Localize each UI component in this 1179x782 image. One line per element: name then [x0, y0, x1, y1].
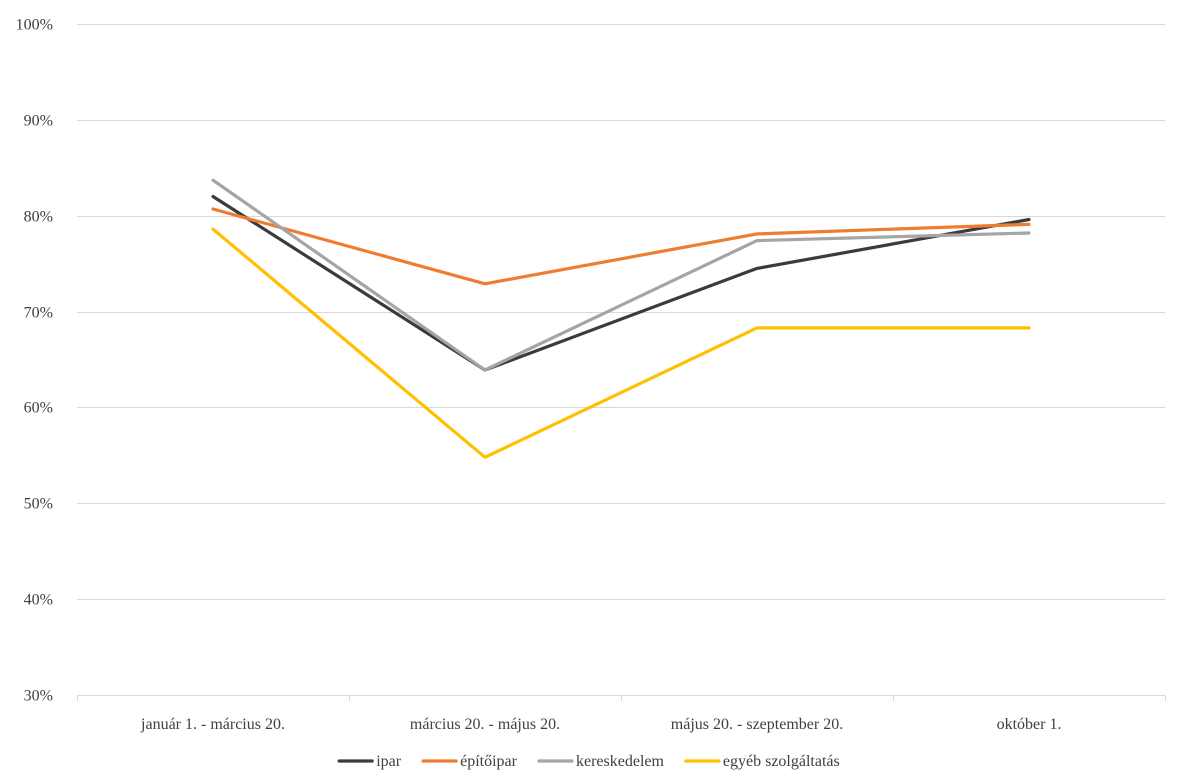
series-line: [211, 194, 1031, 372]
legend-label: kereskedelem: [576, 753, 665, 770]
legend-label: ipar: [376, 753, 402, 770]
legend-item: egyéb szolgáltatás: [684, 753, 840, 770]
x-tick-label: október 1.: [997, 716, 1062, 733]
y-tick-label: 70%: [24, 305, 53, 322]
legend: ipar építőipar kereskedelem egyéb szolgálta…: [337, 753, 840, 770]
series-lines: [211, 178, 1031, 459]
legend-label: építőipar: [460, 753, 518, 770]
y-tick-label: 30%: [24, 688, 53, 705]
gridlines: [77, 24, 1165, 600]
legend-item: építőipar: [421, 753, 518, 770]
series-line: [211, 207, 1031, 286]
x-tick-label: május 20. - szeptember 20.: [671, 716, 843, 733]
x-tick-label: január 1. - március 20.: [140, 716, 285, 733]
y-axis-tick-labels: 30% 40% 50% 60% 70% 80% 90% 100%: [16, 17, 53, 705]
legend-label: egyéb szolgáltatás: [723, 753, 840, 770]
y-tick-label: 40%: [24, 592, 53, 609]
legend-item: kereskedelem: [537, 753, 665, 770]
y-tick-label: 60%: [24, 400, 53, 417]
legend-item: ipar: [337, 753, 402, 770]
y-tick-label: 50%: [24, 496, 53, 513]
series-line: [211, 227, 1031, 459]
y-tick-label: 100%: [16, 17, 53, 34]
x-axis: [77, 695, 1166, 702]
x-tick-label: március 20. - május 20.: [410, 716, 560, 733]
series-line: [211, 178, 1031, 372]
x-axis-tick-labels: január 1. - március 20. március 20. - máj…: [140, 716, 1061, 733]
y-tick-label: 90%: [24, 113, 53, 130]
y-tick-label: 80%: [24, 209, 53, 226]
